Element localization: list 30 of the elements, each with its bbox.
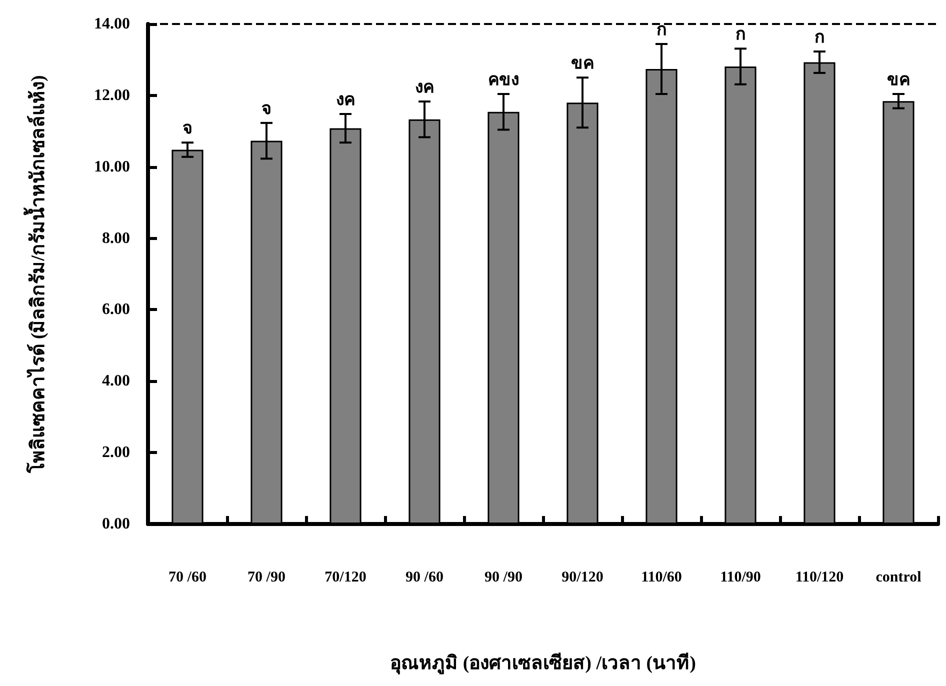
data-label: ก <box>656 20 666 39</box>
data-label: ขค <box>571 54 594 73</box>
y-tick-label: 10.00 <box>94 158 130 176</box>
x-tick-label: 90 /90 <box>484 570 522 586</box>
x-tick-label: control <box>876 570 922 586</box>
x-tick-label: 110/60 <box>641 570 682 586</box>
x-tick-label: 70 /90 <box>248 570 286 586</box>
data-label: งค <box>415 78 434 96</box>
data-label: จ <box>182 118 192 138</box>
data-label: งค <box>336 90 355 109</box>
data-label: ก <box>814 28 824 46</box>
y-tick-label: 2.00 <box>102 444 130 462</box>
y-tick-label: 12.00 <box>94 86 130 104</box>
x-tick-label: 110/120 <box>795 570 844 586</box>
data-label: คขง <box>488 70 519 89</box>
y-tick-label: 0.00 <box>102 516 130 532</box>
y-tick-label: 8.00 <box>102 230 130 247</box>
y-tick-label: 4.00 <box>102 372 130 390</box>
x-tick-label: 90 /60 <box>406 570 444 586</box>
y-tick-label: 14.00 <box>94 16 130 32</box>
data-label: ก <box>736 24 746 44</box>
data-label: ขค <box>887 70 910 89</box>
data-label: จ <box>262 98 272 118</box>
x-tick-label: 70/120 <box>324 570 366 586</box>
x-axis-title: อุณหภูมิ (องศาเซลเซียส) /เวลา (นาที) <box>390 652 696 675</box>
y-tick-label: 6.00 <box>102 301 130 318</box>
x-tick-label: 110/90 <box>720 570 761 586</box>
y-axis-title: โพลิแซคคาไรด์ (มิลลิกรัม/กรัมน้ำหนักเซลล์แห้ง) <box>23 75 49 474</box>
x-tick-label: 70 /60 <box>168 570 206 586</box>
x-tick-label: 90/120 <box>562 570 604 586</box>
